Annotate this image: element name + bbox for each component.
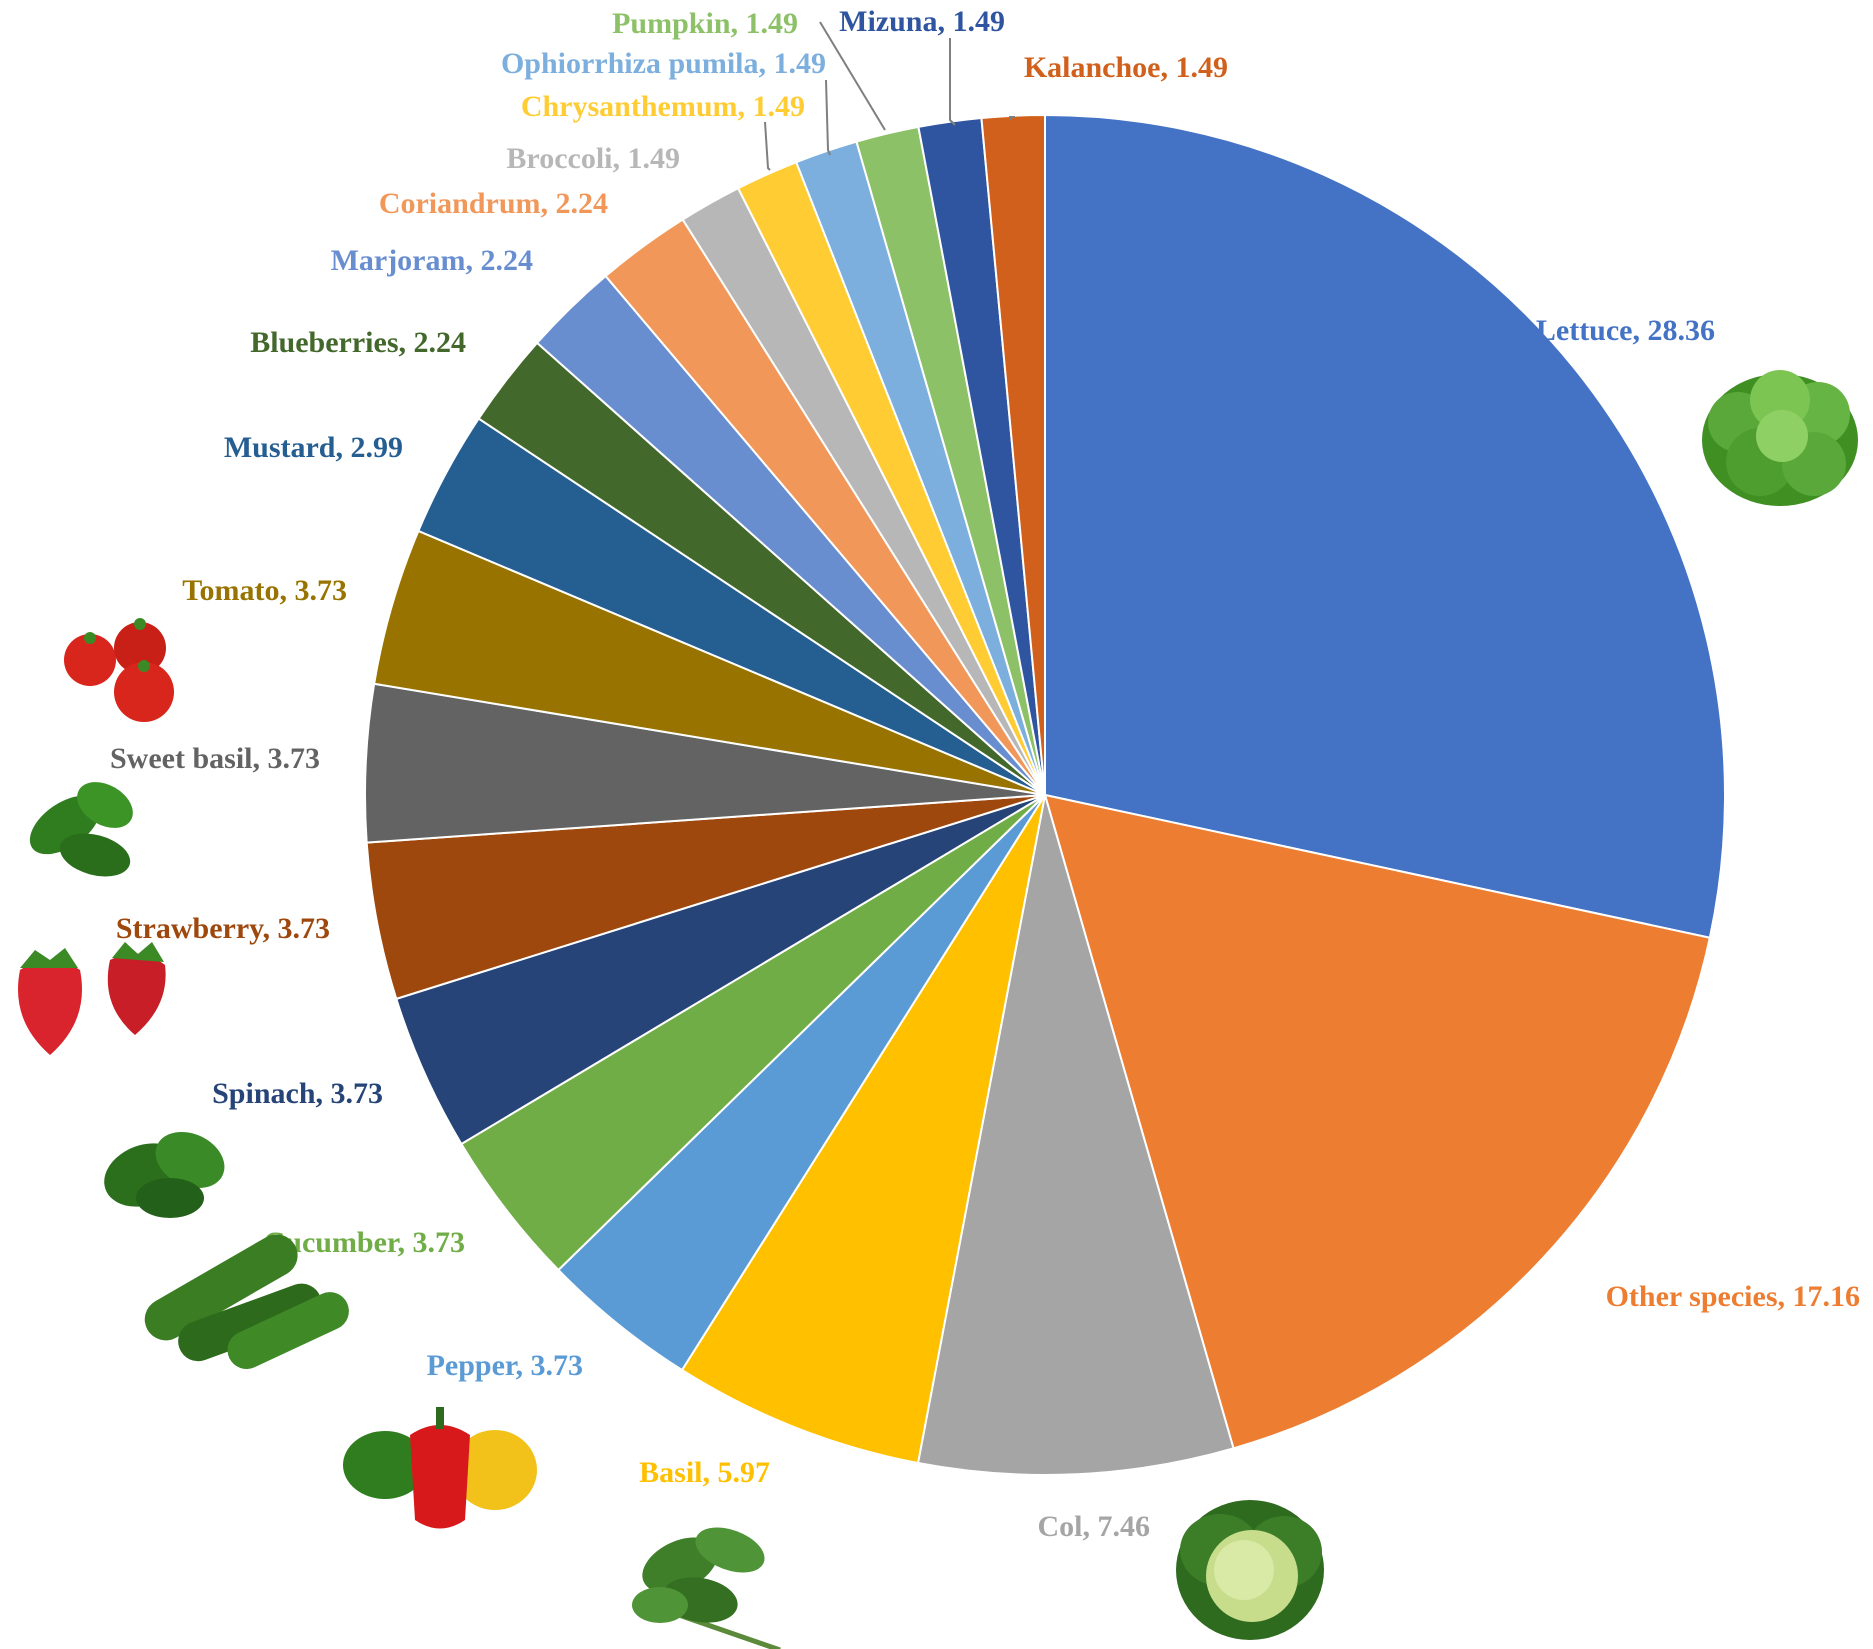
pie-slice-basil — [680, 794, 1046, 1465]
pie-slice-lettuce — [1044, 113, 1726, 939]
data-label-ophiorrhiza-pumila: Ophiorrhiza pumila, 1.49 — [501, 47, 826, 80]
data-label-broccoli: Broccoli, 1.49 — [506, 142, 680, 175]
leader-line — [1009, 116, 1015, 120]
pie-slice-kalanchoe — [980, 113, 1046, 796]
data-label-kalanchoe: Kalanchoe, 1.49 — [1024, 51, 1228, 84]
pie-slice-col — [916, 794, 1235, 1477]
basil-icon — [632, 1527, 781, 1649]
leader-line — [819, 21, 886, 131]
data-label-spinach: Spinach, 3.73 — [212, 1077, 383, 1110]
data-label-mizuna: Mizuna, 1.49 — [839, 5, 1005, 38]
data-label-lettuce: Lettuce, 28.36 — [1536, 314, 1715, 347]
sweet-basil-icon — [29, 782, 133, 877]
spinach-icon — [104, 1131, 225, 1218]
leader-line — [764, 121, 771, 171]
leader-line — [825, 79, 831, 156]
cabbage-icon — [1176, 1500, 1324, 1640]
pie-slices — [364, 113, 1726, 1477]
data-label-sweet-basil: Sweet basil, 3.73 — [110, 742, 320, 775]
data-label-strawberry: Strawberry, 3.73 — [116, 912, 330, 945]
data-label-pumpkin: Pumpkin, 1.49 — [612, 7, 798, 40]
data-label-blueberries: Blueberries, 2.24 — [250, 326, 466, 359]
lettuce-icon — [1702, 370, 1858, 506]
data-label-coriandrum: Coriandrum, 2.24 — [379, 187, 608, 220]
strawberry-icon — [18, 942, 166, 1055]
data-label-chrysanthemum: Chrysanthemum, 1.49 — [521, 90, 805, 123]
data-label-pepper: Pepper, 3.73 — [427, 1349, 583, 1382]
pie-slice-other-species — [1043, 793, 1712, 1450]
data-label-other-species: Other species, 17.16 — [1606, 1280, 1860, 1313]
leader-line — [949, 38, 956, 126]
cucumber-icon — [144, 1234, 349, 1369]
data-label-marjoram: Marjoram, 2.24 — [331, 244, 533, 277]
leader-lines — [764, 21, 1015, 171]
data-label-mustard: Mustard, 2.99 — [224, 431, 403, 464]
tomato-icon — [64, 618, 174, 722]
data-label-col: Col, 7.46 — [1038, 1510, 1151, 1543]
produce-icons — [18, 370, 1858, 1649]
data-label-tomato: Tomato, 3.73 — [182, 574, 347, 607]
data-label-basil: Basil, 5.97 — [639, 1456, 770, 1489]
pepper-icon — [343, 1407, 537, 1529]
